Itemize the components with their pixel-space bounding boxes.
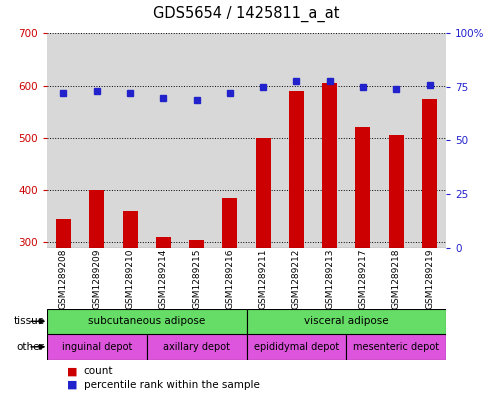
Text: tissue: tissue xyxy=(13,316,44,326)
Bar xyxy=(222,198,237,248)
Bar xyxy=(47,334,147,360)
Bar xyxy=(180,33,213,248)
Text: GDS5654 / 1425811_a_at: GDS5654 / 1425811_a_at xyxy=(153,6,340,22)
Bar xyxy=(47,309,247,334)
Text: mesenteric depot: mesenteric depot xyxy=(353,342,439,352)
Text: ■: ■ xyxy=(67,380,77,389)
Bar xyxy=(413,33,446,248)
Bar xyxy=(389,135,404,248)
Bar xyxy=(56,219,71,248)
Text: count: count xyxy=(84,366,113,376)
Bar xyxy=(256,138,271,248)
Text: other: other xyxy=(16,342,44,352)
Text: subcutaneous adipose: subcutaneous adipose xyxy=(88,316,205,326)
Bar xyxy=(246,309,446,334)
Bar xyxy=(47,33,80,248)
Bar xyxy=(156,237,171,248)
Bar xyxy=(422,99,437,248)
Bar xyxy=(189,240,204,248)
Bar xyxy=(346,33,380,248)
Bar xyxy=(289,91,304,248)
Bar xyxy=(89,190,104,248)
Bar xyxy=(355,127,370,248)
Text: ■: ■ xyxy=(67,366,77,376)
Text: visceral adipose: visceral adipose xyxy=(304,316,388,326)
Bar xyxy=(147,334,246,360)
Bar xyxy=(346,334,446,360)
Bar xyxy=(123,211,138,248)
Bar xyxy=(113,33,147,248)
Bar xyxy=(80,33,113,248)
Text: epididymal depot: epididymal depot xyxy=(254,342,339,352)
Bar xyxy=(380,33,413,248)
Bar xyxy=(322,83,337,248)
Text: axillary depot: axillary depot xyxy=(163,342,230,352)
Text: percentile rank within the sample: percentile rank within the sample xyxy=(84,380,260,389)
Bar xyxy=(246,33,280,248)
Bar xyxy=(147,33,180,248)
Bar xyxy=(313,33,346,248)
Bar xyxy=(246,334,346,360)
Text: inguinal depot: inguinal depot xyxy=(62,342,132,352)
Bar xyxy=(280,33,313,248)
Bar xyxy=(213,33,246,248)
